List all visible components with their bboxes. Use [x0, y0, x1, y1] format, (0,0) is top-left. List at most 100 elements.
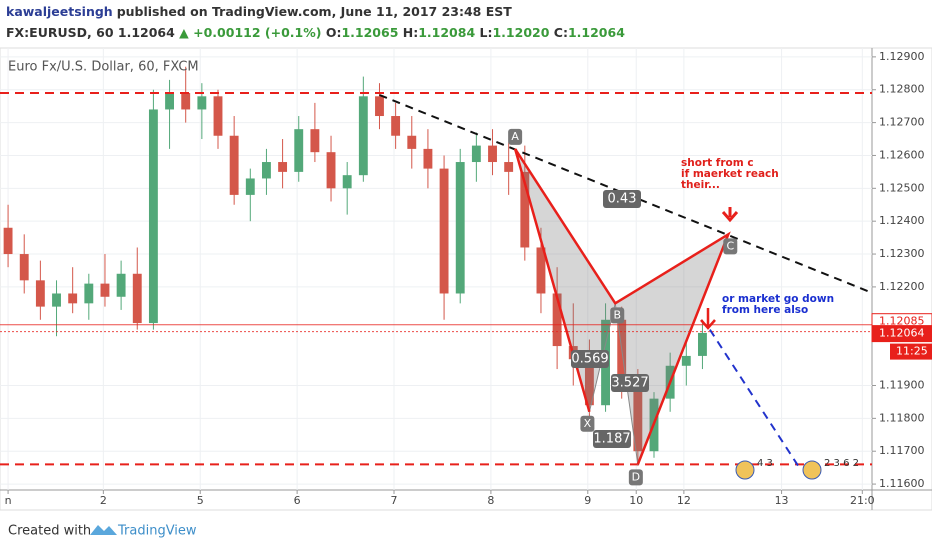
close-value: 1.12064	[568, 25, 625, 40]
candle-body	[552, 293, 562, 347]
event-icon	[802, 460, 822, 480]
x-tick-label: 2	[100, 494, 107, 507]
y-tick-label: 1.12500	[879, 181, 925, 194]
candle-body	[278, 162, 288, 172]
candle-body	[213, 96, 223, 136]
point-label-box	[628, 469, 643, 486]
candle-body	[488, 145, 497, 163]
countdown: 11:25	[896, 345, 928, 358]
candle-body	[342, 175, 352, 189]
o-label: O:	[326, 25, 342, 40]
author[interactable]: kawaljeetsingh	[6, 4, 113, 19]
l-label: L:	[480, 25, 493, 40]
x-tick-label: 6	[294, 494, 301, 507]
published: published on TradingView.com, June 11, 2…	[117, 4, 513, 19]
ratio-box	[571, 350, 609, 368]
price-label: 1.12085	[879, 315, 925, 328]
candle-body	[407, 135, 417, 149]
y-tick-label: 1.12700	[879, 116, 925, 129]
candle-body	[3, 227, 13, 255]
open-value: 1.12065	[341, 25, 398, 40]
point-label-box	[723, 238, 738, 255]
candle-body	[116, 273, 126, 297]
ratio-box	[593, 430, 631, 448]
ratio-label: 1.187	[593, 432, 630, 447]
annotation: if maerket reach	[681, 168, 779, 180]
high-value: 1.12084	[418, 25, 475, 40]
candle-body	[19, 254, 29, 281]
annotation: their...	[681, 179, 720, 191]
y-tick-label: 1.12300	[879, 247, 925, 260]
h-label: H:	[403, 25, 418, 40]
x-tick-label: 8	[487, 494, 494, 507]
x-tick-label: 12	[677, 494, 691, 507]
candle-body	[698, 332, 707, 356]
pattern-legs	[513, 148, 731, 465]
brand[interactable]: TradingView	[117, 524, 197, 539]
plot: 1.12900 1.12800 1.12700 1.12600 1.12500 1.124…	[0, 48, 932, 507]
x-tick-label: 7	[391, 494, 398, 507]
price-label-box	[871, 325, 932, 343]
annotation: short from c	[681, 157, 754, 169]
point-label-box	[610, 307, 625, 324]
ratio-label: 3.527	[611, 376, 648, 391]
candle-body	[504, 162, 514, 172]
quote-line: FX:EURUSD, 60 1.12064 ▲ +0.00112 (+0.1%)…	[6, 25, 625, 40]
x-tick-label: n	[5, 494, 12, 507]
last: 1.12064	[118, 25, 175, 40]
trendline	[379, 94, 873, 294]
candle-body	[520, 171, 530, 248]
point-label-box	[580, 415, 595, 432]
candle-body	[132, 273, 142, 324]
candle-body	[100, 283, 110, 297]
candle-body	[245, 178, 255, 195]
point-label: C	[726, 239, 734, 252]
arrow	[700, 308, 716, 330]
chart-legend: Euro Fx/U.S. Dollar, 60, FXCM	[8, 60, 199, 75]
candle-body	[358, 96, 368, 176]
header-line: kawaljeetsingh published on TradingView.…	[6, 4, 512, 19]
y-tick-label: 1.11700	[879, 444, 925, 457]
c-label: C:	[554, 25, 568, 40]
x-tick-label: 5	[197, 494, 204, 507]
candle-body	[294, 129, 304, 172]
point-label: X	[584, 417, 592, 430]
change: ▲ +0.00112 (+0.1%)	[179, 25, 321, 40]
candle-body	[262, 162, 271, 179]
candle-body	[197, 96, 207, 110]
y-tick-label: 1.11900	[879, 378, 925, 391]
event-label: 4 3	[757, 458, 773, 469]
candle-body	[681, 355, 691, 366]
x-tick-label: 21:0	[850, 494, 875, 507]
candle-body	[229, 135, 239, 195]
candle-body	[68, 293, 78, 304]
candle-body	[375, 96, 384, 117]
y-tick-label: 1.12200	[879, 280, 925, 293]
event-icon	[735, 460, 755, 480]
point-label-box	[508, 128, 523, 145]
y-tick-label: 1.11800	[879, 411, 925, 424]
created-with: Created with	[8, 524, 91, 539]
y-tick-label: 1.12600	[879, 148, 925, 161]
candle-body	[423, 148, 433, 169]
low-value: 1.12020	[492, 25, 549, 40]
candle-body	[455, 162, 465, 294]
candle-body	[439, 168, 449, 294]
x-tick-label: 13	[775, 494, 789, 507]
candle-body	[52, 293, 61, 307]
candle-body	[326, 152, 336, 189]
x-tick-label: 10	[629, 494, 643, 507]
brand-logo	[90, 525, 117, 535]
candle-body	[391, 116, 401, 136]
point-label: A	[511, 130, 519, 143]
ratio-box	[603, 190, 641, 208]
y-tick-label: 1.11600	[879, 477, 925, 490]
candle-body	[584, 359, 594, 406]
candle-body	[148, 109, 158, 324]
annotation: from here also	[722, 304, 808, 316]
point-label: B	[613, 308, 621, 321]
candle-body	[633, 385, 643, 452]
ratio-label: 0.43	[608, 192, 637, 207]
event-label: 2 3 6 2	[824, 458, 859, 469]
price-label: 1.12064	[879, 327, 925, 340]
